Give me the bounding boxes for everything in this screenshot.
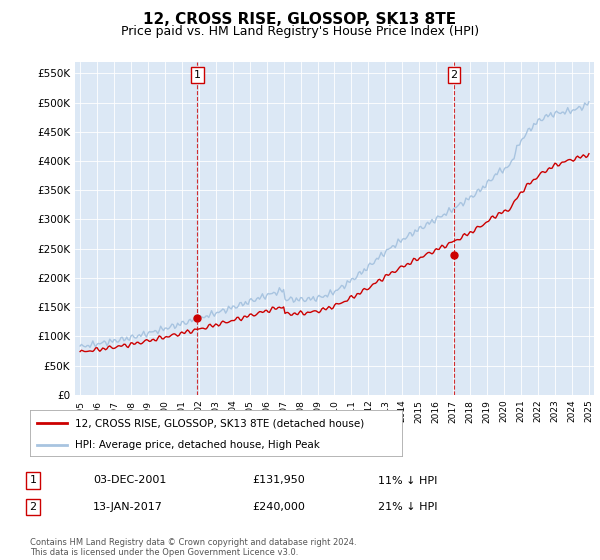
Text: 12, CROSS RISE, GLOSSOP, SK13 8TE: 12, CROSS RISE, GLOSSOP, SK13 8TE [143,12,457,27]
Text: £131,950: £131,950 [252,475,305,486]
Text: 2: 2 [451,70,457,80]
Text: 11% ↓ HPI: 11% ↓ HPI [378,475,437,486]
Text: 12, CROSS RISE, GLOSSOP, SK13 8TE (detached house): 12, CROSS RISE, GLOSSOP, SK13 8TE (detac… [74,418,364,428]
Text: Contains HM Land Registry data © Crown copyright and database right 2024.
This d: Contains HM Land Registry data © Crown c… [30,538,356,557]
Text: £240,000: £240,000 [252,502,305,512]
Text: 03-DEC-2001: 03-DEC-2001 [93,475,166,486]
Text: Price paid vs. HM Land Registry's House Price Index (HPI): Price paid vs. HM Land Registry's House … [121,25,479,38]
Text: 13-JAN-2017: 13-JAN-2017 [93,502,163,512]
Text: 1: 1 [29,475,37,486]
Text: 2: 2 [29,502,37,512]
Text: 21% ↓ HPI: 21% ↓ HPI [378,502,437,512]
Text: HPI: Average price, detached house, High Peak: HPI: Average price, detached house, High… [74,440,320,450]
Text: 1: 1 [194,70,201,80]
